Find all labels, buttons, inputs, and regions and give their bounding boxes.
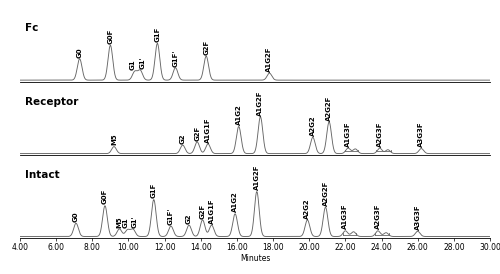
Text: G1: G1 <box>130 60 136 70</box>
Text: A2G2F: A2G2F <box>322 180 328 206</box>
Text: Receptor: Receptor <box>24 97 78 107</box>
Text: G2F: G2F <box>203 40 209 55</box>
Text: G2F: G2F <box>200 203 205 219</box>
Text: A1G3F: A1G3F <box>345 121 351 147</box>
Text: M5: M5 <box>116 216 122 227</box>
Text: A2G3F: A2G3F <box>375 204 381 229</box>
Text: G2: G2 <box>180 133 186 144</box>
Text: G1F: G1F <box>154 27 160 42</box>
Text: A1G1F: A1G1F <box>208 198 214 224</box>
Text: G0F: G0F <box>102 189 108 204</box>
Text: A1G2F: A1G2F <box>254 165 260 190</box>
Text: G1': G1' <box>132 215 138 228</box>
Text: G1: G1 <box>122 218 129 229</box>
Text: A1G2: A1G2 <box>236 105 242 125</box>
Text: A1G2F: A1G2F <box>266 47 272 72</box>
Text: G1F: G1F <box>151 183 157 198</box>
Text: A1G2F: A1G2F <box>258 90 264 116</box>
Text: A2G2: A2G2 <box>304 198 310 219</box>
Text: A1G3F: A1G3F <box>342 204 348 229</box>
Text: Intact: Intact <box>24 170 59 180</box>
Text: A2G2: A2G2 <box>310 116 316 136</box>
Text: G0: G0 <box>76 47 82 58</box>
Text: G0: G0 <box>73 211 79 222</box>
Text: Fc: Fc <box>24 23 38 33</box>
Text: G1': G1' <box>140 57 145 69</box>
Text: A1G1F: A1G1F <box>205 117 211 143</box>
Text: A1G2: A1G2 <box>232 192 238 212</box>
Text: G2F: G2F <box>194 125 200 141</box>
Text: A3G3F: A3G3F <box>418 122 424 147</box>
Text: G1F': G1F' <box>168 207 174 225</box>
Text: M5: M5 <box>111 134 117 145</box>
Text: G2: G2 <box>186 213 192 224</box>
Text: A2G3F: A2G3F <box>376 121 382 147</box>
X-axis label: Minutes: Minutes <box>240 254 270 263</box>
Text: G1F': G1F' <box>172 49 178 67</box>
Text: G0F: G0F <box>108 29 114 44</box>
Text: A3G3F: A3G3F <box>414 204 420 230</box>
Text: A2G2F: A2G2F <box>326 95 332 121</box>
